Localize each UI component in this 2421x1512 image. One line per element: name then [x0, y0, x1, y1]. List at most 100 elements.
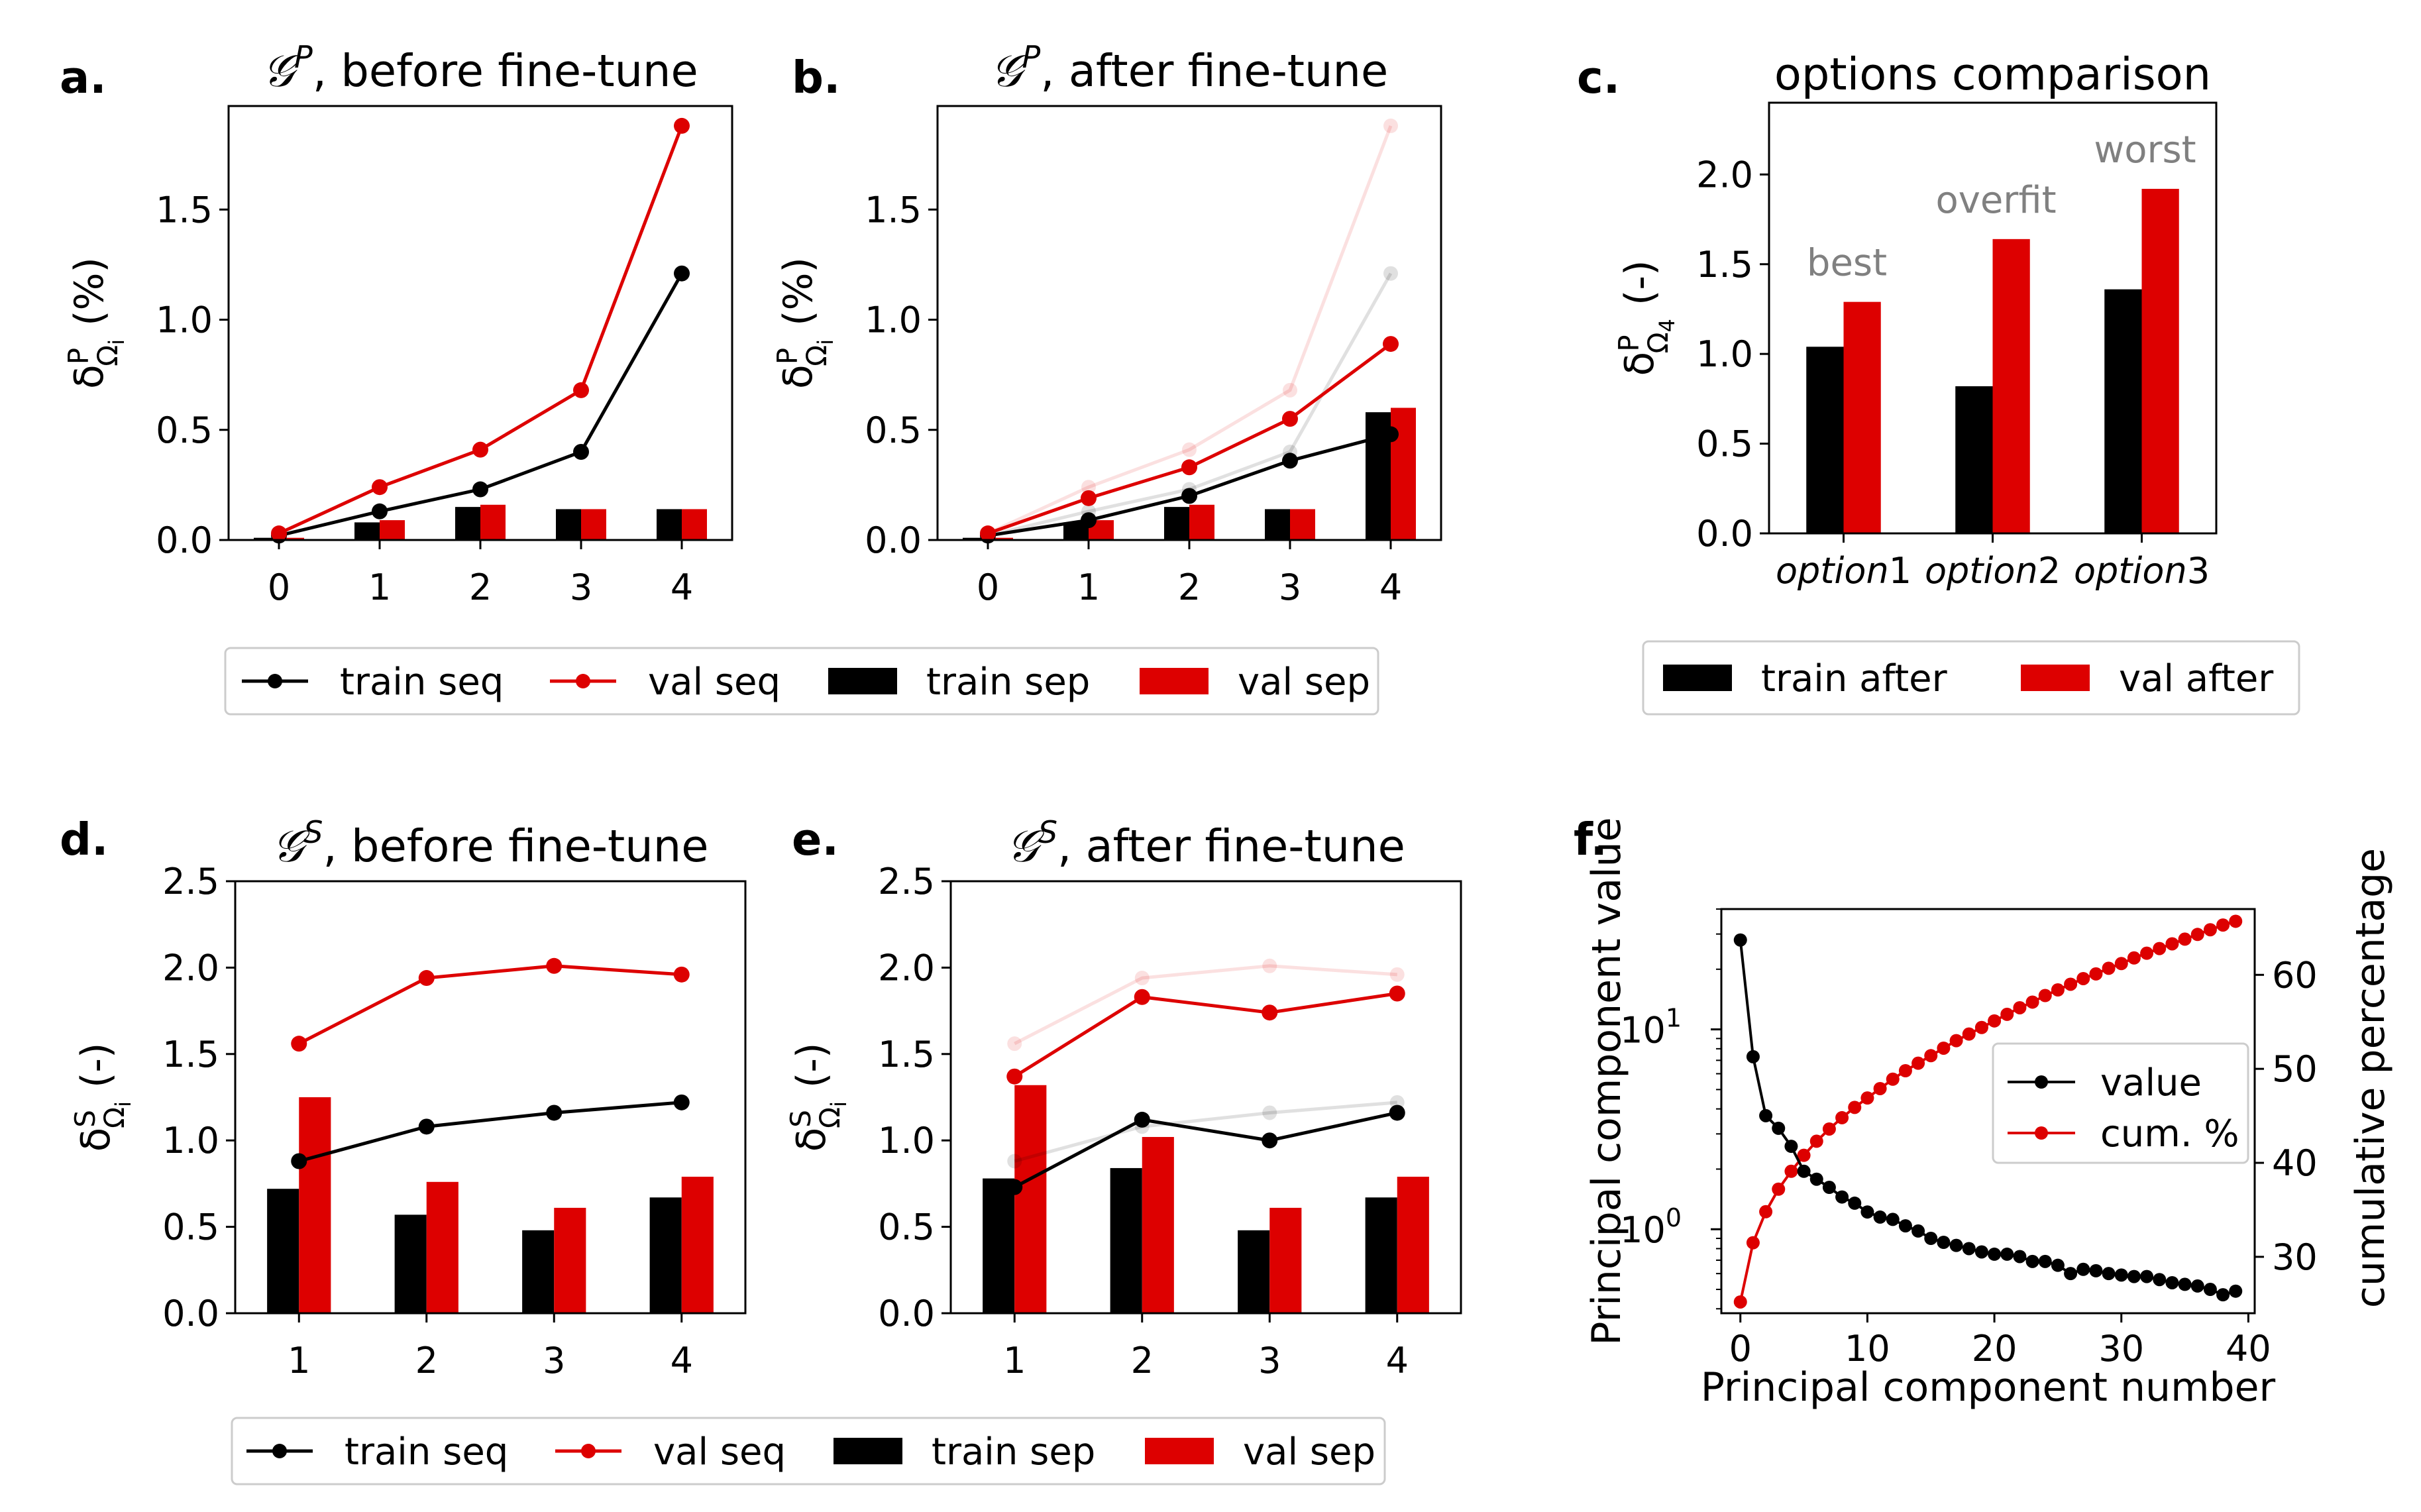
- line-val-seq: [1013, 992, 1398, 1078]
- point-val-seq: [1006, 1068, 1023, 1085]
- bar-val-after: [1843, 301, 1881, 533]
- title-text: , before fine-tune: [323, 820, 708, 872]
- legend-ab: train seq val seq train sep val sep: [224, 647, 1379, 716]
- point-train-seq: [674, 265, 690, 282]
- point-cum-percent: [1809, 1134, 1823, 1148]
- legend-marker: [581, 1444, 596, 1458]
- ghost-point: [1383, 118, 1398, 133]
- x-tick-label-number: 3: [2187, 550, 2210, 592]
- point-val-seq: [271, 525, 287, 542]
- ylabel-subscript: Ω: [1642, 332, 1674, 353]
- bar-val-after: [2141, 189, 2179, 533]
- bar-val-sep: [1290, 509, 1315, 540]
- point-cum-percent: [2000, 1007, 2014, 1021]
- x-tick-label: 1: [1003, 1340, 1026, 1381]
- point-cum-percent: [1746, 1236, 1760, 1250]
- point-value: [1974, 1245, 1988, 1259]
- y-tick-label: 1.0: [878, 1120, 935, 1161]
- legend-frame: [1642, 640, 2300, 716]
- point-value: [2153, 1273, 2167, 1287]
- x-tick-label: 4: [1386, 1340, 1409, 1381]
- point-cum-percent: [1835, 1110, 1849, 1124]
- legend-marker: [576, 674, 590, 688]
- legend-patch: [1140, 668, 1209, 694]
- point-cum-percent: [2216, 918, 2230, 932]
- y-axis-label: Principal component value: [1584, 817, 1630, 1345]
- point-train-seq: [1006, 1179, 1023, 1195]
- point-train-seq: [1389, 1105, 1405, 1121]
- bar-train-sep: [1164, 507, 1189, 540]
- panel-label: c.: [1577, 52, 1620, 103]
- point-cum-percent: [1898, 1064, 1912, 1077]
- point-val-seq: [1282, 411, 1298, 427]
- ylabel-unit: (%): [775, 257, 822, 326]
- y-axis-label: δSΩi (-): [69, 1043, 136, 1152]
- y-tick-label: 1.0: [1696, 333, 1753, 375]
- legend-label: cum. %: [2100, 1112, 2239, 1156]
- point-value: [1822, 1181, 1836, 1195]
- ghost-point: [1389, 967, 1405, 982]
- y-tick-label: 0.5: [1696, 423, 1753, 465]
- y-tick-label: 0.5: [878, 1207, 935, 1248]
- y-tick-label: 2.5: [162, 861, 219, 902]
- point-value: [1809, 1172, 1823, 1186]
- bar-train-sep: [267, 1189, 299, 1313]
- point-value: [2025, 1254, 2039, 1268]
- y-axis-label: δPΩi (%): [62, 257, 129, 389]
- point-train-seq: [1282, 453, 1298, 469]
- ylabel-subscript: Ω: [98, 1107, 131, 1128]
- point-train-seq: [1081, 512, 1097, 529]
- y-tick-exponent: 1: [1666, 1004, 1682, 1033]
- point-cum-percent: [2190, 928, 2204, 942]
- y-tick-label: 0.0: [156, 519, 213, 561]
- panel-label: b.: [792, 52, 840, 103]
- x-tick-label: 1: [288, 1340, 310, 1381]
- point-value: [2203, 1283, 2217, 1297]
- x-tick-label: 10: [1845, 1328, 1890, 1370]
- annotation-best: best: [1807, 242, 1887, 285]
- point-cum-percent: [1784, 1164, 1798, 1178]
- x-tick-label: 0: [268, 567, 290, 608]
- point-value: [1988, 1247, 2002, 1261]
- point-value: [2127, 1269, 2141, 1283]
- x-tick-label: 4: [671, 1340, 693, 1381]
- bar-val-sep: [1397, 1176, 1429, 1313]
- point-value: [2216, 1288, 2230, 1302]
- legend-label: train sep: [926, 661, 1090, 704]
- point-train-seq: [1134, 1111, 1150, 1128]
- bar-train-sep: [657, 509, 682, 540]
- point-value: [2013, 1250, 2027, 1264]
- point-value: [2000, 1247, 2014, 1261]
- y-axis-label: δPΩ4 (-): [1613, 260, 1680, 376]
- point-cum-percent: [2165, 937, 2179, 951]
- point-val-seq: [1181, 459, 1197, 476]
- x-tick-label-word: option: [2074, 550, 2187, 592]
- bar-val-sep: [988, 537, 1013, 540]
- point-value: [2190, 1279, 2204, 1293]
- x-tick-label: 2: [1178, 567, 1201, 608]
- title-text: , before fine-tune: [313, 45, 698, 97]
- point-train-seq: [673, 1094, 690, 1110]
- annotation-worst: worst: [2094, 129, 2196, 172]
- x-tick-label: 3: [570, 567, 592, 608]
- y-tick-label: 1.0: [865, 299, 922, 341]
- bar-val-sep: [682, 509, 707, 540]
- x-tick-label: 2: [469, 567, 492, 608]
- point-cum-percent: [2153, 942, 2167, 955]
- bar-train-after: [2104, 289, 2142, 533]
- point-cum-percent: [1886, 1072, 1900, 1086]
- point-value: [2089, 1264, 2103, 1277]
- x-tick-label: 20: [1972, 1328, 2018, 1370]
- y-tick-label: 2.5: [878, 861, 935, 902]
- panel-d: d. 𝒢S, before fine-tune 1 2 3 4 0.0 0.5 1.0 1.5 2.…: [60, 814, 747, 1381]
- legend-frame: [231, 1417, 1386, 1485]
- bar-val-after: [1992, 239, 2030, 533]
- y-tick-label: 0.0: [1696, 513, 1753, 555]
- y-tick-label: 1.5: [1696, 244, 1753, 286]
- axes-frame: [1720, 908, 2256, 1315]
- point-cum-percent: [1924, 1049, 1938, 1063]
- legend-label: value: [2100, 1061, 2202, 1105]
- point-cum-percent: [2025, 995, 2039, 1009]
- ylabel-subscript: Ω: [800, 345, 833, 366]
- legend-f: value cum. %: [1992, 1042, 2249, 1164]
